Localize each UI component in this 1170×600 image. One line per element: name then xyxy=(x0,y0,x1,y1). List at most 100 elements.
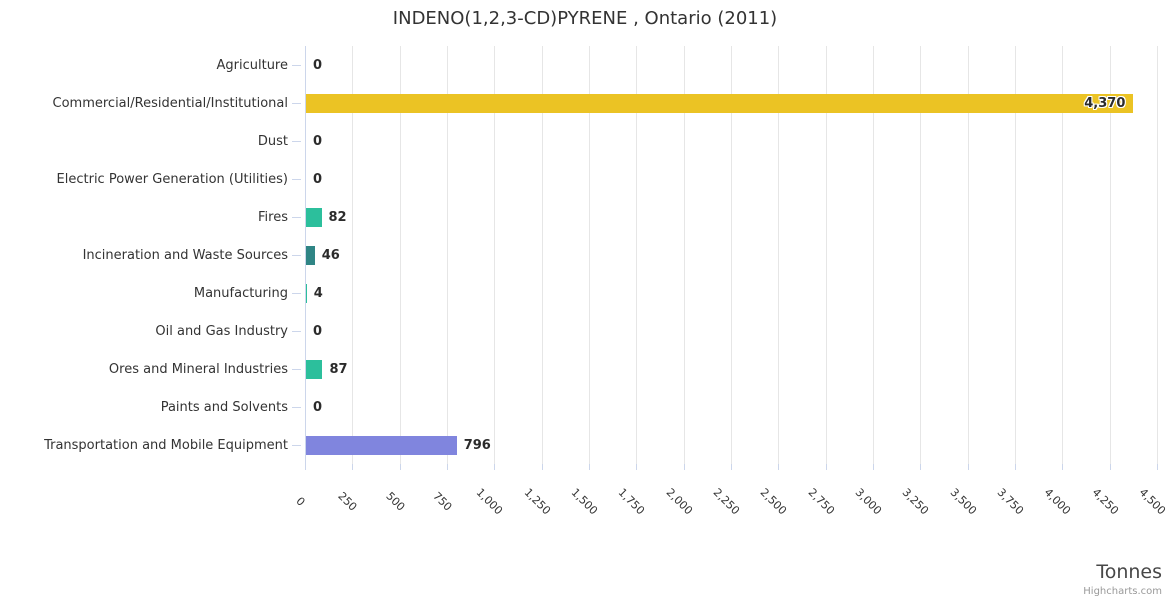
category-label: Manufacturing xyxy=(193,285,288,301)
x-axis-tick xyxy=(825,464,827,470)
bar[interactable] xyxy=(306,207,322,227)
category-label: Paints and Solvents xyxy=(160,399,288,415)
bar-value-label: 46 xyxy=(321,247,340,263)
chart-title: INDENO(1,2,3-CD)PYRENE , Ontario (2011) xyxy=(392,8,778,29)
x-axis-tick xyxy=(447,464,448,470)
gridline xyxy=(1109,46,1111,464)
x-axis-tick-label: 3,250 xyxy=(899,485,932,518)
category-label: Ores and Mineral Industries xyxy=(108,361,288,377)
gridline xyxy=(683,46,685,464)
x-axis-tick-label: 1,750 xyxy=(615,485,648,518)
gridline xyxy=(873,46,874,464)
bar[interactable] xyxy=(306,435,457,455)
gridline xyxy=(541,46,543,464)
bar[interactable] xyxy=(306,283,307,303)
bar[interactable] xyxy=(306,93,1134,113)
x-axis-tick-label: 3,750 xyxy=(994,485,1027,518)
gridline xyxy=(1157,46,1158,464)
gridline xyxy=(967,46,969,464)
x-axis-tick xyxy=(967,464,969,470)
category-tick xyxy=(292,369,301,370)
x-axis-tick-label: 750 xyxy=(430,489,455,514)
category-axis-line xyxy=(305,46,306,464)
value-axis-title: Tonnes xyxy=(1096,561,1162,583)
category-label: Electric Power Generation (Utilities) xyxy=(56,171,288,187)
bar-value-label: 82 xyxy=(328,209,347,225)
x-axis-tick-label: 1,250 xyxy=(521,485,553,518)
x-axis-tick xyxy=(1109,464,1111,470)
x-axis-tick xyxy=(399,464,401,470)
x-axis-tick-label: 2,000 xyxy=(663,485,695,518)
bar-value-label: 0 xyxy=(313,399,323,415)
x-axis-tick-label: 2,750 xyxy=(805,485,837,518)
x-axis-tick xyxy=(683,464,685,470)
x-axis-tick xyxy=(1062,464,1064,470)
category-tick xyxy=(292,179,301,180)
category-label: Fires xyxy=(258,209,288,225)
x-axis-tick xyxy=(1015,464,1016,470)
x-axis-tick-label: 1,500 xyxy=(568,485,601,518)
category-tick xyxy=(292,103,301,104)
bar-value-label: 87 xyxy=(329,361,348,377)
x-axis-tick-label: 0 xyxy=(293,494,308,509)
category-tick xyxy=(292,407,301,408)
gridline xyxy=(589,46,590,464)
x-axis-tick xyxy=(305,464,306,470)
x-axis-tick xyxy=(920,464,922,470)
bar-value-label: 0 xyxy=(313,57,323,73)
gridline xyxy=(920,46,922,464)
x-axis-tick-label: 4,250 xyxy=(1089,485,1121,518)
category-label: Dust xyxy=(257,133,288,149)
gridline xyxy=(1062,46,1064,464)
gridline xyxy=(636,46,638,464)
category-label: Transportation and Mobile Equipment xyxy=(44,437,288,453)
highcharts-credit[interactable]: Highcharts.com xyxy=(1083,586,1162,597)
gridline xyxy=(352,46,354,464)
bar[interactable] xyxy=(306,359,323,379)
x-axis-tick xyxy=(589,464,590,470)
x-axis-tick xyxy=(873,464,874,470)
bar-value-label: 4,370 xyxy=(1084,95,1126,111)
category-label: Incineration and Waste Sources xyxy=(82,247,288,263)
gridline xyxy=(447,46,448,464)
x-axis-tick xyxy=(494,464,496,470)
category-tick xyxy=(292,445,301,446)
x-axis-tick-label: 2,250 xyxy=(710,485,743,518)
x-axis-tick-label: 4,500 xyxy=(1136,485,1169,518)
gridline xyxy=(1015,46,1016,464)
category-tick xyxy=(292,255,301,256)
x-axis-tick-label: 1,000 xyxy=(473,485,506,518)
x-axis-tick-label: 4,000 xyxy=(1041,485,1074,518)
x-axis-tick xyxy=(636,464,638,470)
x-axis-tick-label: 500 xyxy=(383,489,408,514)
x-axis-tick-label: 2,500 xyxy=(757,485,790,518)
category-label: Agriculture xyxy=(216,57,289,73)
bar-value-label: 0 xyxy=(313,171,323,187)
category-tick xyxy=(292,217,301,218)
gridline xyxy=(825,46,827,464)
category-tick xyxy=(292,65,301,66)
x-axis-tick-label: 3,500 xyxy=(947,485,979,518)
x-axis-tick-label: 250 xyxy=(335,489,360,514)
gridline xyxy=(778,46,780,464)
bar-value-label: 0 xyxy=(313,323,323,339)
x-axis-tick xyxy=(731,464,732,470)
bar-value-label: 4 xyxy=(313,285,323,301)
category-label: Oil and Gas Industry xyxy=(155,323,288,339)
x-axis-tick xyxy=(778,464,780,470)
x-axis-tick xyxy=(541,464,543,470)
x-axis-tick-label: 3,000 xyxy=(852,485,885,518)
category-tick xyxy=(292,141,301,142)
gridline xyxy=(494,46,496,464)
x-axis-tick xyxy=(352,464,354,470)
x-axis-tick xyxy=(1157,464,1158,470)
bar-value-label: 0 xyxy=(313,133,323,149)
gridline xyxy=(731,46,732,464)
category-tick xyxy=(292,331,301,332)
bar-value-label: 796 xyxy=(463,437,491,453)
bar[interactable] xyxy=(306,245,315,265)
category-tick xyxy=(292,293,301,294)
gridline xyxy=(399,46,401,464)
category-label: Commercial/Residential/Institutional xyxy=(52,95,289,111)
